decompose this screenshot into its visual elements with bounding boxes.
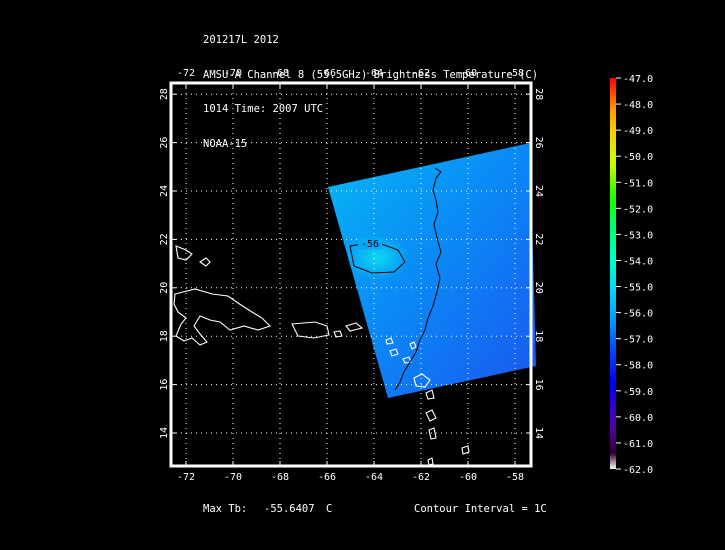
lat-label-left: 14 (159, 427, 170, 439)
colorbar-label: -51.0 (623, 178, 653, 189)
map-frame (169, 81, 533, 468)
product-title: AMSU-A Channel 8 (55.5GHz) Brightness Te… (203, 68, 539, 81)
lon-label-bottom: -72 (177, 472, 195, 483)
colorbar-label: -50.0 (623, 152, 653, 163)
lon-label-top: -64 (365, 68, 383, 79)
lon-label-top: -72 (177, 68, 195, 79)
colorbar-label: -55.0 (623, 283, 653, 294)
colorbar-labels: -47.0 -48.0 -49.0 -50.0 -51.0 -52.0 -53.0 -54.0… (616, 74, 653, 476)
lon-label-top: -66 (318, 68, 336, 79)
lon-label-bottom: -70 (224, 472, 242, 483)
lat-label-right: 24 (533, 185, 544, 197)
lat-label-left: 16 (159, 379, 170, 391)
colorbar-label: -60.0 (623, 413, 653, 424)
lat-label-right: 18 (533, 330, 544, 342)
lat-label-left: 20 (159, 282, 170, 294)
colorbar-label: -61.0 (623, 439, 653, 450)
lon-label-top: -70 (224, 68, 242, 79)
lat-label-right: 20 (533, 282, 544, 294)
colorbar-label: -56.0 (623, 309, 653, 320)
max-tb-label: Max Tb: (203, 503, 248, 515)
lat-label-left: 26 (159, 137, 170, 149)
lon-label-top: -58 (506, 68, 524, 79)
lon-label-bottom: -62 (412, 472, 430, 483)
brightness-swath (328, 143, 536, 398)
contour-interval: Contour Interval = 1C (414, 503, 547, 515)
map-axes: -72 -72 -70 -70 -68 -68 -66 -66 -64 -64 -62 -62 -60 -… (159, 68, 544, 483)
lat-label-right: 22 (533, 233, 544, 245)
lon-label-bottom: -60 (459, 472, 477, 483)
colorbar-label: -59.0 (623, 387, 653, 398)
lat-label-right: 28 (533, 88, 544, 100)
lat-label-left: 22 (159, 233, 170, 245)
lat-label-left: 24 (159, 185, 170, 197)
colorbar-label: -52.0 (623, 204, 653, 215)
lat-label-right: 26 (533, 137, 544, 149)
lon-label-top: -60 (459, 68, 477, 79)
colorbar-label: -47.0 (623, 74, 653, 85)
satellite-name: NOAA-15 (203, 137, 248, 150)
colorbar-bar (610, 78, 616, 469)
colorbar-label: -53.0 (623, 230, 653, 241)
contour-label: -56 (361, 239, 379, 250)
storm-title: 201217L 2012 (203, 34, 279, 46)
time-line: 1014 Time: 2007 UTC (203, 103, 324, 115)
coastlines (173, 245, 470, 466)
lon-label-bottom: -58 (506, 472, 524, 483)
lat-label-right: 14 (533, 427, 544, 439)
max-tb-unit: C (326, 503, 333, 515)
lon-label-bottom: -66 (318, 472, 336, 483)
lat-label-left: 18 (159, 330, 170, 342)
lat-label-right: 16 (533, 379, 544, 391)
lon-label-top: -68 (271, 68, 289, 79)
contour-label-bg (358, 237, 382, 249)
lon-label-top: -62 (412, 68, 430, 79)
max-tb-value: -55.6407 (264, 503, 315, 515)
plot-header: 201217L 2012 AMSU-A Channel 8 (55.5GHz) … (203, 12, 538, 162)
colorbar-label: -58.0 (623, 361, 653, 372)
colorbar-label: -57.0 (623, 335, 653, 346)
lat-lon-grid (171, 83, 531, 466)
lon-label-bottom: -64 (365, 472, 383, 483)
lat-label-left: 28 (159, 88, 170, 100)
colorbar-label: -49.0 (623, 126, 653, 137)
colorbar-label: -54.0 (623, 256, 653, 267)
lon-label-bottom: -68 (271, 472, 289, 483)
colorbar-label: -48.0 (623, 100, 653, 111)
colorbar-label: -62.0 (623, 465, 653, 476)
